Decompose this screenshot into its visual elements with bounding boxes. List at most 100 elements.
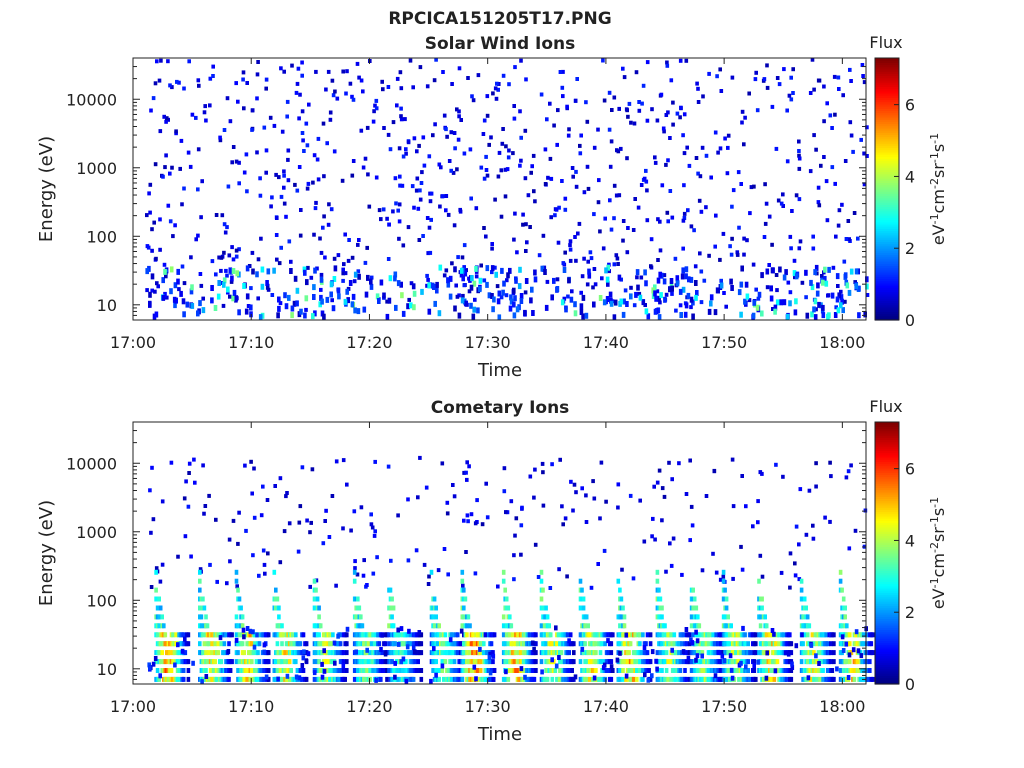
heatmap-cell xyxy=(774,273,779,277)
heatmap-cell xyxy=(485,515,490,520)
heatmap-cell xyxy=(324,87,328,92)
heatmap-cell xyxy=(303,269,307,276)
heatmap-cell xyxy=(540,461,545,466)
heatmap-cell xyxy=(621,66,625,71)
colorbar-swatch xyxy=(875,559,899,563)
heatmap-cell xyxy=(155,605,160,611)
heatmap-cell xyxy=(517,283,522,290)
heatmap-cell xyxy=(182,311,186,318)
heatmap-cell xyxy=(830,126,834,130)
heatmap-cell xyxy=(237,632,242,638)
heatmap-cell xyxy=(455,167,459,172)
heatmap-cell xyxy=(618,587,622,593)
colorbar-swatch xyxy=(875,533,899,537)
heatmap-cell xyxy=(817,78,822,83)
colorbar-swatch xyxy=(875,509,899,513)
heatmap-cell xyxy=(563,516,568,521)
heatmap-cell xyxy=(276,676,280,682)
heatmap-cell xyxy=(763,221,768,226)
heatmap-cell xyxy=(529,170,533,175)
heatmap-cell xyxy=(326,659,331,665)
heatmap-cell xyxy=(814,147,818,152)
heatmap-cell xyxy=(663,676,667,682)
heatmap-cell xyxy=(545,279,550,284)
heatmap-cell xyxy=(727,641,732,647)
heatmap-cell xyxy=(293,182,297,187)
heatmap-cell xyxy=(755,108,760,113)
heatmap-cell xyxy=(300,109,305,114)
heatmap-cell xyxy=(681,267,685,274)
heatmap-cell xyxy=(411,283,416,290)
heatmap-cell xyxy=(657,314,662,321)
heatmap-cell xyxy=(404,147,408,152)
heatmap-cell xyxy=(276,312,280,319)
heatmap-cell xyxy=(149,585,154,589)
heatmap-cell xyxy=(437,676,441,682)
heatmap-cell xyxy=(196,310,200,317)
heatmap-cell xyxy=(809,642,814,648)
colorbar-swatch xyxy=(875,496,899,500)
heatmap-cell xyxy=(607,90,612,95)
heatmap-cell xyxy=(642,645,647,651)
heatmap-cell xyxy=(315,157,320,162)
heatmap-cell xyxy=(481,132,486,136)
heatmap-cell xyxy=(856,236,860,241)
heatmap-cell xyxy=(658,219,662,224)
heatmap-cell xyxy=(405,644,410,650)
heatmap-cell xyxy=(205,659,210,665)
heatmap-cell xyxy=(684,492,689,496)
heatmap-cell xyxy=(507,82,511,87)
heatmap-cell xyxy=(505,167,510,172)
heatmap-cell xyxy=(671,536,676,541)
heatmap-cell xyxy=(655,666,659,672)
heatmap-cell xyxy=(601,665,606,671)
heatmap-cell xyxy=(745,238,749,243)
heatmap-cell xyxy=(198,569,202,575)
heatmap-cell xyxy=(194,237,198,242)
heatmap-cell xyxy=(555,286,560,292)
heatmap-cell xyxy=(596,127,600,132)
heatmap-cell xyxy=(466,519,470,524)
colorbar-swatch xyxy=(875,269,899,273)
heatmap-cell xyxy=(467,464,471,469)
heatmap-cell xyxy=(213,641,217,647)
heatmap-cell xyxy=(264,148,269,153)
colorbar-swatch xyxy=(875,237,899,240)
heatmap-cell xyxy=(807,488,812,493)
heatmap-cell xyxy=(274,587,278,593)
heatmap-cell xyxy=(825,101,829,106)
heatmap-cell xyxy=(572,650,576,656)
heatmap-cell xyxy=(460,255,465,260)
heatmap-cell xyxy=(381,87,385,92)
heatmap-cell xyxy=(609,659,614,665)
heatmap-cell xyxy=(189,554,193,559)
heatmap-cell xyxy=(648,676,653,682)
heatmap-cell xyxy=(690,523,695,528)
colorbar-swatch xyxy=(875,112,899,116)
heatmap-cell xyxy=(329,281,334,288)
heatmap-cell xyxy=(656,258,660,262)
heatmap-cell xyxy=(467,276,471,281)
heatmap-cell xyxy=(407,628,411,634)
heatmap-cell xyxy=(306,265,310,270)
heatmap-cell xyxy=(641,676,645,682)
heatmap-cell xyxy=(689,276,694,283)
heatmap-cell xyxy=(591,479,595,484)
heatmap-cell xyxy=(402,641,407,647)
heatmap-cell xyxy=(278,476,283,481)
heatmap-cell xyxy=(227,253,232,258)
heatmap-cell xyxy=(427,225,432,230)
heatmap-cell xyxy=(763,614,767,620)
colorbar-swatch xyxy=(875,261,899,264)
heatmap-cell xyxy=(473,297,477,302)
heatmap-cell xyxy=(319,287,323,292)
heatmap-cell xyxy=(345,668,349,673)
heatmap-cell xyxy=(362,306,367,313)
heatmap-cell xyxy=(367,204,372,209)
heatmap-cell xyxy=(659,292,663,299)
heatmap-cell xyxy=(256,650,260,656)
heatmap-cell xyxy=(163,165,167,170)
heatmap-cell xyxy=(569,296,574,303)
colorbar-swatch xyxy=(875,271,899,275)
heatmap-cell xyxy=(762,235,767,239)
